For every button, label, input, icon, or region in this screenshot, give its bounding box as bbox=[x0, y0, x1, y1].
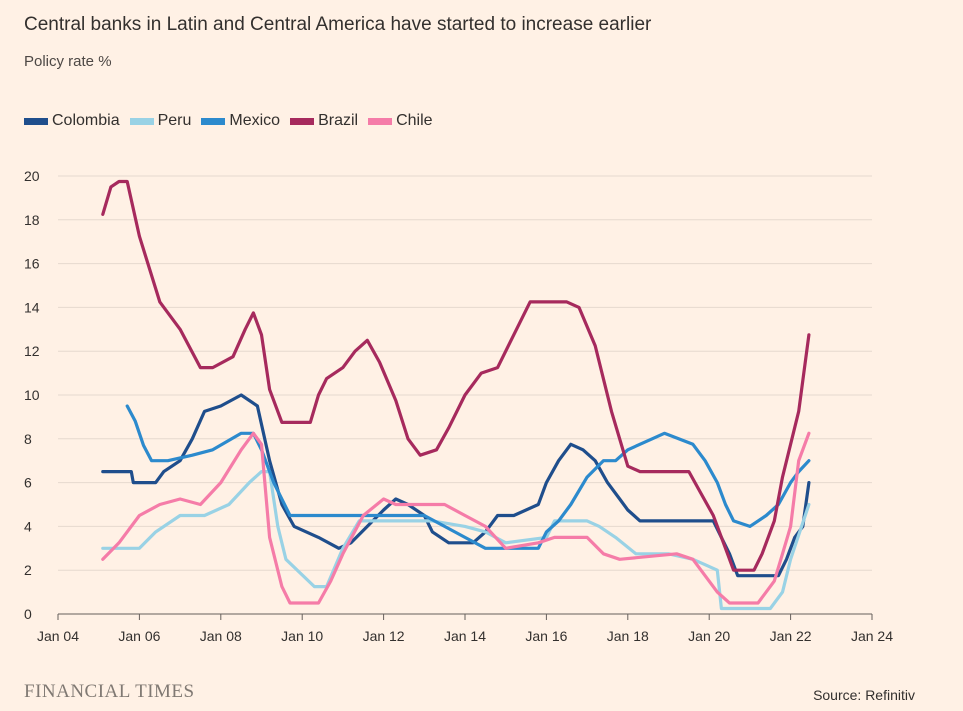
y-tick-label: 12 bbox=[24, 343, 40, 359]
x-axis: Jan 04 Jan 06 Jan 08 Jan 10 Jan 12 Jan 14 Jan … bbox=[37, 613, 893, 644]
legend-item-mexico: Mexico bbox=[201, 112, 280, 130]
legend-label: Colombia bbox=[52, 112, 120, 129]
legend-swatch bbox=[129, 117, 154, 125]
series-lines bbox=[101, 179, 811, 611]
x-tick-label: Jan 16 bbox=[525, 628, 567, 644]
series-line-brazil bbox=[101, 179, 811, 572]
legend-label: Chile bbox=[396, 112, 433, 129]
y-tick-label: 20 bbox=[24, 168, 40, 184]
x-tick-label: Jan 08 bbox=[200, 628, 242, 644]
gridlines bbox=[58, 175, 872, 571]
legend-item-peru: Peru bbox=[129, 112, 192, 130]
x-tick-label: Jan 22 bbox=[770, 628, 812, 644]
y-tick-label: 10 bbox=[24, 387, 40, 403]
legend-item-brazil: Brazil bbox=[290, 112, 358, 130]
y-tick-label: 8 bbox=[24, 431, 32, 447]
x-tick-label: Jan 24 bbox=[851, 628, 893, 644]
y-tick-label: 0 bbox=[24, 606, 32, 622]
y-tick-label: 16 bbox=[24, 256, 40, 272]
y-tick-label: 4 bbox=[24, 518, 32, 534]
series-line-peru bbox=[101, 470, 811, 611]
legend-item-chile: Chile bbox=[368, 112, 433, 130]
series-line-mexico bbox=[125, 404, 811, 550]
legend-label: Mexico bbox=[229, 112, 281, 129]
y-tick-label: 18 bbox=[24, 212, 40, 228]
legend-swatch bbox=[201, 117, 226, 125]
x-tick-label: Jan 06 bbox=[118, 628, 160, 644]
legend-swatch bbox=[290, 117, 315, 125]
legend-swatch bbox=[24, 117, 48, 125]
chart-title: Central banks in Latin and Central Ameri… bbox=[24, 14, 652, 35]
chart-subtitle: Policy rate % bbox=[24, 53, 112, 70]
series-line-colombia bbox=[101, 393, 811, 578]
ft-logo: FINANCIAL TIMES bbox=[24, 681, 195, 702]
x-tick-label: Jan 14 bbox=[444, 628, 486, 644]
y-tick-label: 2 bbox=[24, 562, 32, 578]
x-tick-label: Jan 10 bbox=[281, 628, 323, 644]
x-tick-label: Jan 12 bbox=[363, 628, 405, 644]
legend-label: Peru bbox=[157, 112, 192, 129]
series-line-chile bbox=[101, 431, 811, 605]
y-tick-label: 14 bbox=[24, 299, 40, 315]
source-note: Source: Refinitiv bbox=[813, 687, 915, 703]
y-axis-ticks: 0 2 4 6 8 10 12 14 16 18 20 bbox=[24, 168, 40, 622]
x-tick-label: Jan 18 bbox=[607, 628, 649, 644]
legend-item-colombia: Colombia bbox=[24, 112, 120, 130]
y-tick-label: 6 bbox=[24, 475, 32, 491]
legend-label: Brazil bbox=[318, 112, 359, 129]
legend-swatch bbox=[368, 117, 393, 125]
legend: Colombia Peru Mexico Brazil Chile bbox=[24, 112, 437, 130]
x-tick-label: Jan 04 bbox=[37, 628, 79, 644]
x-tick-label: Jan 20 bbox=[688, 628, 730, 644]
